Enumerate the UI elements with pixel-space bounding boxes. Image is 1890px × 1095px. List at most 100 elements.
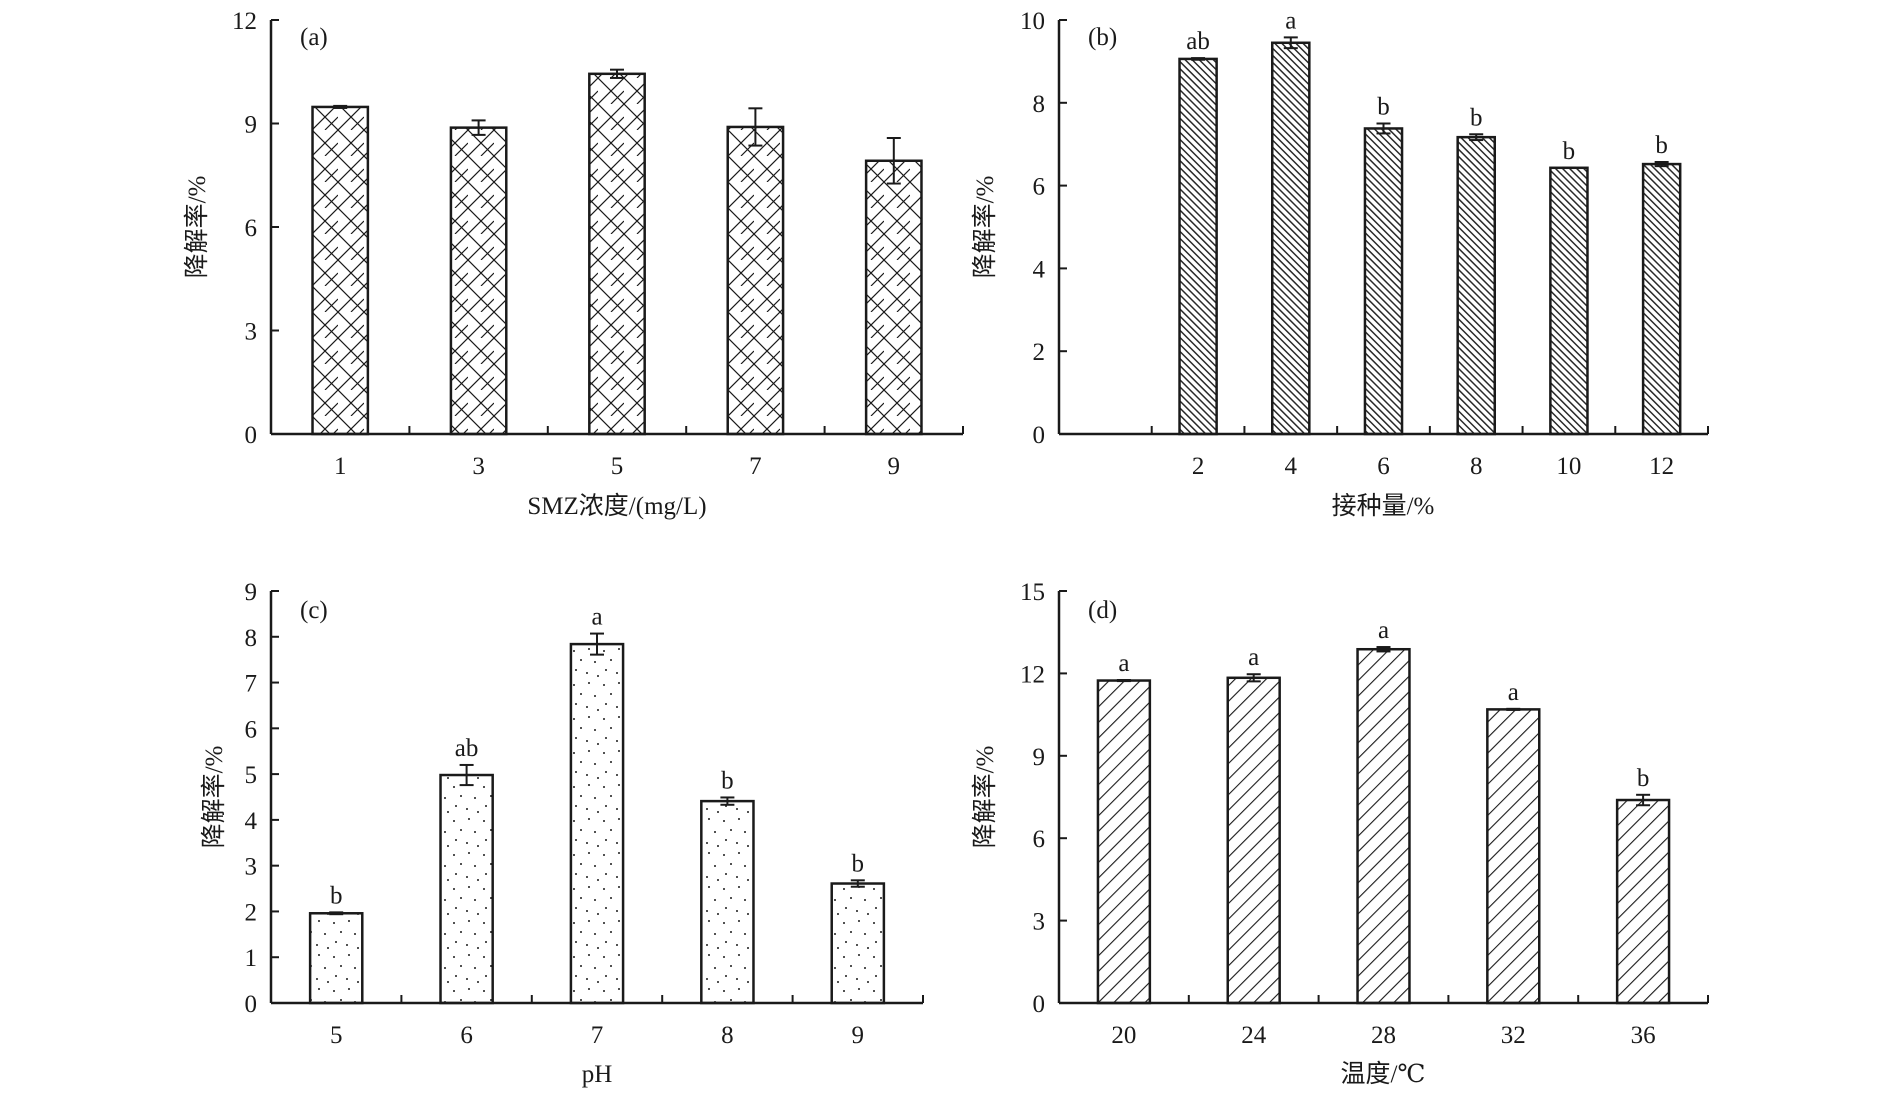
panel-c-significance-label-7: a xyxy=(591,604,602,631)
panel-d-x-tick-label-28: 28 xyxy=(1371,1022,1396,1049)
panel-a-y-tick-label-3: 3 xyxy=(245,319,258,346)
panel-b-significance-label-6: b xyxy=(1377,94,1390,121)
panel-b-y-tick-label-4: 4 xyxy=(1033,256,1046,283)
panel-c-x-tick-label-9: 9 xyxy=(852,1022,865,1049)
panel-a-y-tick-label-6: 6 xyxy=(245,215,258,242)
panel-a-error-bar-7 xyxy=(748,107,763,147)
panel-c-y-tick-label-7: 7 xyxy=(245,671,258,698)
panel-c-significance-label-9: b xyxy=(852,850,865,877)
panel-a-error-bar-5 xyxy=(610,68,624,79)
panel-a: 1 3 5 7 9 0 3 6 9 12 (a) SMZ浓度/(mg/L) 降解率/% xyxy=(183,8,964,520)
panel-b-y-tick-label-0: 0 xyxy=(1033,422,1046,449)
panel-a-y-tick-label-12: 12 xyxy=(232,8,257,35)
panel-c-bar-6 xyxy=(439,773,494,1005)
panel-d-y-tick-label-15: 15 xyxy=(1020,579,1045,606)
panel-c-x-tick-label-6: 6 xyxy=(460,1022,473,1049)
panel-d-error-bar-28 xyxy=(1376,646,1391,653)
panel-d-x-tick-label-32: 32 xyxy=(1501,1022,1526,1049)
panel-c-y-tick-label-1: 1 xyxy=(245,945,258,972)
panel-b-y-tick-label-2: 2 xyxy=(1033,339,1046,366)
panel-a-x-axis-title: SMZ浓度/(mg/L) xyxy=(527,492,706,520)
panel-b-y-tick-label-10: 10 xyxy=(1020,8,1045,35)
panel-c-bar-9 xyxy=(830,882,886,1005)
panel-c-bar-8 xyxy=(700,799,755,1005)
panel-a-bar-1 xyxy=(311,105,370,436)
panel-a-x-tick-label-9: 9 xyxy=(888,453,901,480)
panel-c-error-bar-8 xyxy=(720,796,735,806)
panel-c-axes: 5 6 7 8 9 0 1 2 3 4 5 6 7 8 9 xyxy=(245,579,924,1049)
panel-a-error-bar-1 xyxy=(333,104,348,109)
panel-c-y-tick-label-0: 0 xyxy=(245,991,258,1018)
panel-a-y-tick-label-9: 9 xyxy=(245,112,258,139)
panel-d-y-tick-label-0: 0 xyxy=(1033,991,1046,1018)
panel-b-error-bar-12 xyxy=(1654,161,1669,168)
panel-b-significance-label-10: b xyxy=(1563,138,1576,165)
panel-d-bar-28 xyxy=(1356,647,1411,1005)
panel-c-x-tick-label-5: 5 xyxy=(330,1022,343,1049)
panel-c-error-bar-6 xyxy=(459,763,474,787)
panel-d-y-tick-label-3: 3 xyxy=(1033,909,1046,936)
panel-d-significance-label-32: a xyxy=(1508,679,1519,706)
panel-a-axes: 1 3 5 7 9 0 3 6 9 12 xyxy=(232,8,964,480)
panel-b-x-tick-label-12: 12 xyxy=(1649,453,1674,480)
panel-d-y-tick-label-9: 9 xyxy=(1033,744,1046,771)
panel-b-axes: 2 4 6 8 10 12 0 2 4 6 8 10 xyxy=(1020,8,1709,480)
panel-b-error-bar-6 xyxy=(1376,122,1391,135)
panel-c-error-bar-7 xyxy=(590,632,604,656)
panel-d-label: (d) xyxy=(1088,597,1117,624)
panel-d-error-bar-24 xyxy=(1246,673,1261,683)
panel-c-y-tick-label-9: 9 xyxy=(245,579,258,606)
panel-a-bar-5 xyxy=(588,72,646,436)
panel-d-y-tick-label-12: 12 xyxy=(1020,661,1045,688)
panel-c-error-bar-9 xyxy=(850,879,865,888)
panel-a-y-axis-title: 降解率/% xyxy=(183,176,211,279)
panel-c-y-tick-label-2: 2 xyxy=(245,899,258,926)
panel-b-bar-4 xyxy=(1270,41,1311,436)
panel-a-x-tick-label-1: 1 xyxy=(334,453,347,480)
panel-c-y-tick-label-5: 5 xyxy=(245,762,258,789)
panel-c-x-tick-label-7: 7 xyxy=(591,1022,604,1049)
panel-c-significance-label-5: b xyxy=(330,882,343,909)
panel-a-error-bar-3 xyxy=(471,119,486,136)
panel-d-x-tick-label-36: 36 xyxy=(1631,1022,1656,1049)
panel-d-error-bar-32 xyxy=(1506,707,1521,711)
panel-b-y-tick-label-6: 6 xyxy=(1033,174,1046,201)
panel-d-error-bar-20 xyxy=(1116,678,1131,683)
panel-d-y-tick-label-6: 6 xyxy=(1033,826,1046,853)
panel-c-significance-label-6: ab xyxy=(455,735,479,762)
panel-b-bar-10 xyxy=(1549,166,1589,436)
panel-d-error-bar-36 xyxy=(1636,793,1651,807)
panel-a-bar-7 xyxy=(726,125,785,436)
panel-b-significance-label-4: a xyxy=(1285,7,1296,34)
panel-a-bar-9 xyxy=(864,159,923,436)
panel-b-significance-label-8: b xyxy=(1470,104,1483,131)
panel-d-x-tick-label-20: 20 xyxy=(1111,1022,1136,1049)
panel-b-x-tick-label-10: 10 xyxy=(1556,453,1581,480)
panel-d-significance-label-24: a xyxy=(1248,644,1259,671)
panel-b-significance-label-2: ab xyxy=(1186,28,1210,55)
panel-a-y-tick-label-0: 0 xyxy=(245,422,258,449)
panel-a-bar-3 xyxy=(449,126,508,436)
panel-d-bar-24 xyxy=(1226,676,1281,1005)
panel-d-significance-label-20: a xyxy=(1118,650,1129,677)
panel-d-bars: a a a a b xyxy=(1096,617,1671,1005)
panel-b-y-axis-title: 降解率/% xyxy=(971,176,999,279)
panel-c-y-tick-label-3: 3 xyxy=(245,854,258,881)
panel-c-x-tick-label-8: 8 xyxy=(721,1022,734,1049)
panel-c-bar-5 xyxy=(308,912,364,1005)
panel-c-bar-7 xyxy=(569,642,625,1005)
panel-d-bar-36 xyxy=(1615,798,1671,1005)
panel-c-label: (c) xyxy=(300,597,328,624)
panel-a-error-bar-9 xyxy=(886,136,901,185)
panel-c-y-tick-label-8: 8 xyxy=(245,625,258,652)
panel-b-x-tick-label-2: 2 xyxy=(1192,453,1205,480)
panel-b-y-tick-label-8: 8 xyxy=(1033,91,1046,118)
panel-b-error-bar-8 xyxy=(1469,133,1484,142)
